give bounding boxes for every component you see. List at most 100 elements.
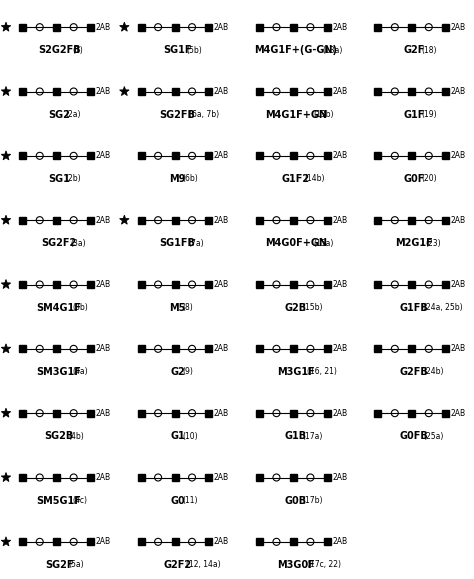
Text: 2AB: 2AB (332, 151, 347, 160)
Circle shape (36, 345, 43, 353)
Text: M3G0F: M3G0F (277, 560, 315, 570)
Bar (19, 152, 26, 159)
Bar (324, 474, 331, 481)
Text: 2AB: 2AB (451, 151, 466, 160)
Bar (290, 24, 297, 31)
Bar (290, 538, 297, 545)
Bar (53, 474, 60, 481)
Bar (290, 152, 297, 159)
Bar (374, 24, 382, 31)
Circle shape (70, 474, 77, 481)
Text: 2AB: 2AB (96, 345, 111, 353)
Text: G0B: G0B (285, 496, 307, 505)
Circle shape (307, 217, 314, 223)
Polygon shape (1, 280, 11, 288)
Bar (87, 345, 94, 353)
Text: (4c): (4c) (73, 496, 87, 505)
Bar (172, 345, 179, 353)
Bar (408, 24, 415, 31)
Text: (23): (23) (425, 239, 441, 248)
Text: (24a, 25b): (24a, 25b) (423, 303, 463, 312)
Text: 2AB: 2AB (96, 409, 111, 417)
Circle shape (392, 88, 398, 95)
Circle shape (36, 474, 43, 481)
Circle shape (70, 217, 77, 223)
Circle shape (392, 345, 398, 353)
Text: (4a): (4a) (73, 367, 88, 376)
Circle shape (155, 88, 162, 95)
Bar (408, 410, 415, 417)
Text: SG2B: SG2B (45, 431, 74, 441)
Text: G2B: G2B (285, 302, 307, 313)
Circle shape (273, 345, 280, 353)
Bar (374, 410, 382, 417)
Bar (442, 24, 449, 31)
Bar (374, 281, 382, 288)
Bar (290, 410, 297, 417)
Text: SG1: SG1 (48, 174, 70, 184)
Text: (10): (10) (182, 432, 198, 441)
Bar (137, 88, 145, 95)
Bar (87, 152, 94, 159)
Text: M4G1F+(G-GN): M4G1F+(G-GN) (255, 45, 337, 55)
Text: (2b): (2b) (66, 174, 82, 184)
Bar (53, 410, 60, 417)
Bar (137, 281, 145, 288)
Bar (374, 152, 382, 159)
Text: M4G1F+GN: M4G1F+GN (265, 109, 327, 119)
Bar (53, 217, 60, 223)
Bar (206, 474, 212, 481)
Text: 2AB: 2AB (214, 409, 229, 417)
Circle shape (425, 88, 432, 95)
Circle shape (307, 152, 314, 159)
Text: 2AB: 2AB (451, 23, 466, 32)
Circle shape (392, 24, 398, 31)
Circle shape (392, 152, 398, 159)
Bar (137, 24, 145, 31)
Text: SG2F: SG2F (45, 560, 73, 570)
Bar (324, 538, 331, 545)
Text: (12, 14a): (12, 14a) (186, 560, 221, 569)
Circle shape (273, 538, 280, 545)
Bar (324, 152, 331, 159)
Circle shape (155, 538, 162, 545)
Bar (19, 538, 26, 545)
Bar (408, 152, 415, 159)
Text: 2AB: 2AB (332, 215, 347, 225)
Circle shape (70, 152, 77, 159)
Bar (53, 345, 60, 353)
Circle shape (392, 217, 398, 223)
Text: (1): (1) (73, 46, 83, 54)
Bar (137, 345, 145, 353)
Bar (206, 152, 212, 159)
Text: M3G1F: M3G1F (277, 367, 315, 377)
Text: G0F: G0F (403, 174, 425, 184)
Polygon shape (119, 22, 129, 31)
Text: SG1F: SG1F (164, 45, 192, 55)
Text: M5: M5 (169, 302, 186, 313)
Text: SM5G1F: SM5G1F (37, 496, 82, 505)
Bar (87, 474, 94, 481)
Text: (17c, 22): (17c, 22) (307, 560, 341, 569)
Bar (172, 474, 179, 481)
Polygon shape (119, 86, 129, 96)
Text: (13a): (13a) (322, 46, 343, 54)
Bar (408, 345, 415, 353)
Text: 2AB: 2AB (451, 215, 466, 225)
Circle shape (70, 24, 77, 31)
Bar (172, 281, 179, 288)
Circle shape (70, 410, 77, 417)
Circle shape (392, 410, 398, 417)
Bar (442, 281, 449, 288)
Bar (206, 281, 212, 288)
Text: G1F: G1F (403, 109, 425, 119)
Text: 2AB: 2AB (214, 345, 229, 353)
Bar (87, 281, 94, 288)
Circle shape (425, 24, 432, 31)
Text: (5a): (5a) (68, 560, 83, 569)
Bar (290, 281, 297, 288)
Bar (137, 474, 145, 481)
Bar (137, 152, 145, 159)
Text: (11): (11) (182, 496, 198, 505)
Text: 2AB: 2AB (96, 537, 111, 547)
